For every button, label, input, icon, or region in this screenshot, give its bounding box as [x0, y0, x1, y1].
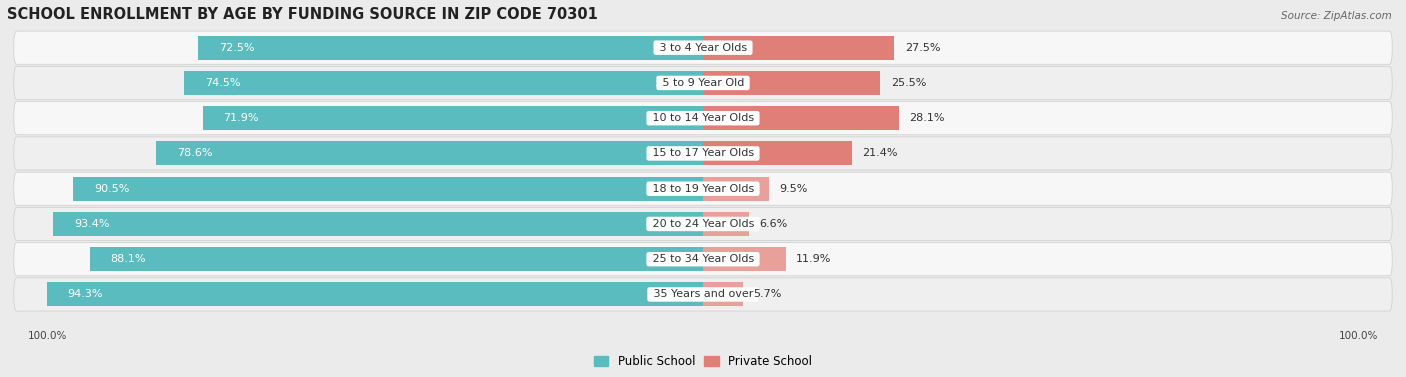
- FancyBboxPatch shape: [14, 243, 1392, 276]
- Bar: [198, 36, 703, 60]
- Text: 28.1%: 28.1%: [910, 113, 945, 123]
- Text: 72.5%: 72.5%: [219, 43, 254, 53]
- Text: 6.6%: 6.6%: [759, 219, 787, 229]
- Bar: [703, 282, 742, 307]
- Text: 94.3%: 94.3%: [67, 290, 103, 299]
- Bar: [703, 71, 880, 95]
- Bar: [46, 282, 703, 307]
- FancyBboxPatch shape: [14, 102, 1392, 135]
- Text: 21.4%: 21.4%: [862, 149, 898, 158]
- Text: 20 to 24 Year Olds: 20 to 24 Year Olds: [648, 219, 758, 229]
- FancyBboxPatch shape: [14, 172, 1392, 205]
- Text: 11.9%: 11.9%: [796, 254, 831, 264]
- Bar: [703, 247, 786, 271]
- Text: 3 to 4 Year Olds: 3 to 4 Year Olds: [655, 43, 751, 53]
- FancyBboxPatch shape: [14, 207, 1392, 241]
- Bar: [703, 141, 852, 166]
- Text: SCHOOL ENROLLMENT BY AGE BY FUNDING SOURCE IN ZIP CODE 70301: SCHOOL ENROLLMENT BY AGE BY FUNDING SOUR…: [7, 7, 598, 22]
- FancyBboxPatch shape: [14, 137, 1392, 170]
- Legend: Public School, Private School: Public School, Private School: [593, 355, 813, 368]
- Text: 5 to 9 Year Old: 5 to 9 Year Old: [658, 78, 748, 88]
- Bar: [703, 212, 749, 236]
- Bar: [90, 247, 703, 271]
- Text: 74.5%: 74.5%: [205, 78, 240, 88]
- Text: 10 to 14 Year Olds: 10 to 14 Year Olds: [648, 113, 758, 123]
- Bar: [703, 177, 769, 201]
- Text: 35 Years and over: 35 Years and over: [650, 290, 756, 299]
- Text: 27.5%: 27.5%: [905, 43, 941, 53]
- Bar: [73, 177, 703, 201]
- Text: 90.5%: 90.5%: [94, 184, 129, 194]
- Bar: [184, 71, 703, 95]
- FancyBboxPatch shape: [14, 31, 1392, 64]
- FancyBboxPatch shape: [14, 278, 1392, 311]
- Text: 100.0%: 100.0%: [28, 331, 67, 342]
- Text: 71.9%: 71.9%: [224, 113, 259, 123]
- Text: 25.5%: 25.5%: [891, 78, 927, 88]
- Text: 18 to 19 Year Olds: 18 to 19 Year Olds: [648, 184, 758, 194]
- Bar: [703, 36, 894, 60]
- Text: 5.7%: 5.7%: [754, 290, 782, 299]
- Bar: [156, 141, 703, 166]
- Text: 15 to 17 Year Olds: 15 to 17 Year Olds: [648, 149, 758, 158]
- Bar: [202, 106, 703, 130]
- Text: 100.0%: 100.0%: [1339, 331, 1378, 342]
- Text: 88.1%: 88.1%: [111, 254, 146, 264]
- Text: 25 to 34 Year Olds: 25 to 34 Year Olds: [648, 254, 758, 264]
- Text: 93.4%: 93.4%: [73, 219, 110, 229]
- Text: 78.6%: 78.6%: [177, 149, 212, 158]
- Bar: [53, 212, 703, 236]
- Text: Source: ZipAtlas.com: Source: ZipAtlas.com: [1281, 11, 1392, 21]
- Text: 9.5%: 9.5%: [779, 184, 808, 194]
- Bar: [703, 106, 898, 130]
- FancyBboxPatch shape: [14, 66, 1392, 100]
